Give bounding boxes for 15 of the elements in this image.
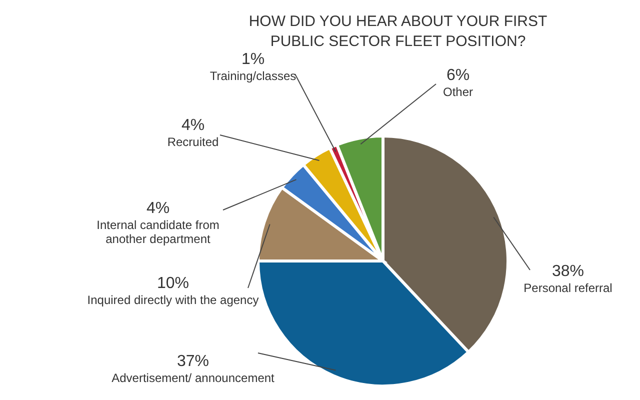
data-label: 37% xyxy=(176,353,210,370)
chart-title: HOW DID YOU HEAR ABOUT YOUR FIRST PUBLIC SECTOR FLEET POSITION? xyxy=(248,12,548,52)
data-label: 1% xyxy=(241,51,265,68)
slice-label: Internal candidate from another department xyxy=(96,218,220,246)
slice-label: Personal referral xyxy=(524,281,612,295)
data-label: 4% xyxy=(181,117,205,134)
slice-label: Training/classes xyxy=(210,69,296,83)
slice-label: Other xyxy=(442,85,474,99)
data-label: 38% xyxy=(552,263,584,280)
slice-label: Inquired directly with the agency xyxy=(87,293,259,307)
slice-label: Recruited xyxy=(167,135,219,149)
data-label: 6% xyxy=(446,67,470,84)
data-label: 4% xyxy=(146,200,170,217)
data-label: 10% xyxy=(156,275,190,292)
slice-label: Advertisement/ announcement xyxy=(112,371,276,385)
